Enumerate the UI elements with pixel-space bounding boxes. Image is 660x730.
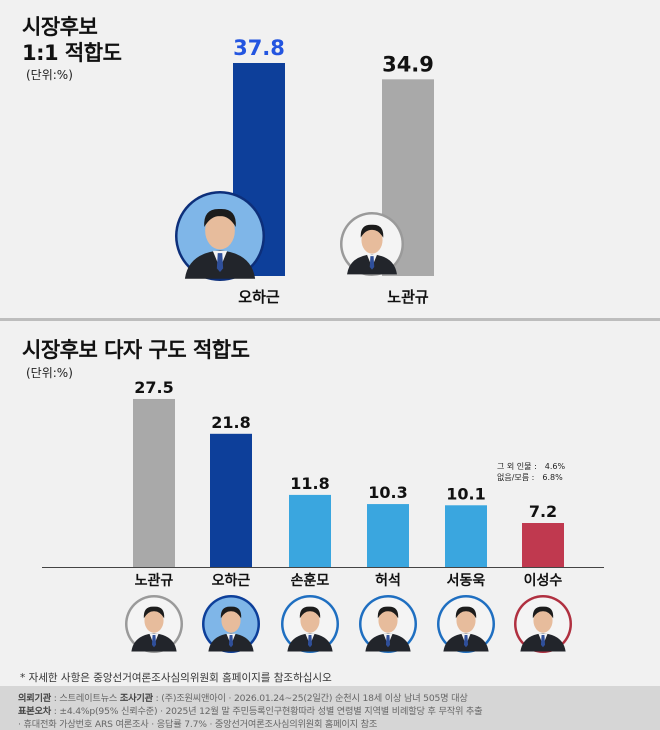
other-responses-note: 그 외 인물 : 4.6% 없음/모름 : 6.8% bbox=[497, 461, 565, 483]
chart2-unit: (단위:%) bbox=[26, 366, 73, 380]
avatar-chart2-4-face bbox=[378, 608, 398, 633]
footer-line-2: 표본오차 : ±4.4%p(95% 신뢰수준) · 2025년 12월 말 주민… bbox=[18, 703, 483, 717]
footer-period: · 2026.01.24~25(2일간) 순천시 18세 이상 남녀 505명 … bbox=[228, 693, 468, 704]
avatar-chart2-5 bbox=[437, 595, 495, 653]
chart1-title-line2: 1:1 적합도 bbox=[22, 41, 122, 65]
chart1-data-label: 37.8 bbox=[233, 36, 285, 60]
footer-client-label: 의뢰기관 bbox=[18, 693, 52, 704]
chart1-category-label: 오하근 bbox=[238, 288, 280, 306]
footer-response-rate: · 응답률 7.7% bbox=[151, 719, 207, 730]
other-row-2: 없음/모름 : 6.8% bbox=[497, 472, 565, 483]
chart2-data-label: 10.3 bbox=[368, 483, 407, 502]
chart1-category-label: 노관규 bbox=[387, 288, 429, 306]
chart1-title-line1: 시장후보 bbox=[22, 15, 98, 39]
footer-error-label: 표본오차 bbox=[18, 706, 52, 717]
footer-reference: · 중앙선거여론조사심의위원회 홈페이지 참조 bbox=[209, 719, 378, 730]
avatar-chart2-5-tie bbox=[463, 635, 469, 648]
avatar-chart2-3-tie bbox=[307, 635, 313, 648]
avatar-ohagun-large-hair bbox=[204, 208, 236, 227]
footer-error-value: : ±4.4%p(95% 신뢰수준) bbox=[53, 706, 158, 717]
avatar-chart2-6-tie bbox=[540, 635, 546, 648]
chart2-title: 시장후보 다자 구도 적합도 bbox=[22, 338, 250, 362]
avatar-chart2-1-tie bbox=[151, 635, 157, 648]
avatar-chart2-4-hair bbox=[377, 606, 399, 619]
avatar-nogwangyu-large-hair bbox=[360, 224, 384, 238]
avatar-chart2-2 bbox=[202, 595, 260, 653]
chart1-unit: (단위:%) bbox=[26, 68, 73, 82]
other-label-2: 없음/모름 : bbox=[497, 473, 535, 482]
footer-client-value: : 스트레이트뉴스 bbox=[53, 693, 118, 704]
footer-sampling: · 2025년 12월 말 주민등록인구현황따라 성별 연령별 지역별 비례할당… bbox=[160, 706, 483, 717]
avatar-chart2-2-face bbox=[221, 608, 241, 633]
footer-method: · 휴대전화 가상번호 ARS 여론조사 bbox=[18, 719, 149, 730]
chart2-bar bbox=[522, 523, 564, 567]
chart1-panel: 시장후보 1:1 적합도 (단위:%) bbox=[0, 0, 660, 318]
avatar-chart2-3-face bbox=[300, 608, 320, 633]
avatar-ohagun-large bbox=[175, 191, 265, 281]
other-value-1: 4.6% bbox=[544, 462, 566, 471]
chart2-category-label: 노관규 bbox=[135, 572, 174, 589]
avatar-chart2-6-face bbox=[533, 608, 553, 633]
chart2-data-label: 10.1 bbox=[446, 484, 485, 503]
avatar-chart2-4-tie bbox=[385, 635, 391, 648]
chart1-title: 시장후보 1:1 적합도 bbox=[22, 14, 122, 66]
avatar-chart2-3-hair bbox=[299, 606, 321, 619]
avatar-chart2-1-face bbox=[144, 608, 164, 633]
avatar-ohagun-large-face bbox=[205, 211, 235, 250]
chart2-category-label: 손훈모 bbox=[291, 572, 330, 589]
chart2-bar bbox=[289, 494, 331, 567]
footer-agency-value: : (주)조원씨앤아이 bbox=[155, 693, 226, 704]
charts-svg: 37.8 오하근 34.9 노관규 27.5 노관규 21.8 오하근 11.8 손훈모 10.3 허… bbox=[42, 36, 604, 653]
section-divider bbox=[0, 318, 660, 321]
footnote: * 자세한 사항은 중앙선거여론조사심의위원회 홈페이지를 참조하십시오 bbox=[20, 672, 332, 684]
chart2-data-label: 27.5 bbox=[134, 378, 173, 397]
avatar-nogwangyu-large bbox=[340, 212, 404, 276]
avatar-chart2-4 bbox=[359, 595, 417, 653]
avatar-chart2-2-hair bbox=[220, 606, 242, 619]
other-label-1: 그 외 인물 : bbox=[497, 462, 537, 471]
chart2-category-label: 오하근 bbox=[212, 572, 251, 589]
chart1-data-label: 34.9 bbox=[382, 52, 434, 76]
chart2-bar bbox=[133, 398, 175, 567]
footer-line-3: · 휴대전화 가상번호 ARS 여론조사 · 응답률 7.7% · 중앙선거여론… bbox=[18, 716, 377, 730]
avatar-ohagun-large-tie bbox=[216, 253, 224, 272]
avatar-chart2-6-hair bbox=[532, 606, 554, 619]
chart2-bar bbox=[367, 504, 409, 567]
chart2-data-label: 7.2 bbox=[529, 502, 557, 521]
chart2-bar bbox=[445, 505, 487, 567]
chart2-data-label: 21.8 bbox=[211, 413, 250, 432]
avatar-chart2-5-face bbox=[456, 608, 476, 633]
avatar-chart2-6 bbox=[514, 595, 572, 653]
avatar-nogwangyu-large-tie bbox=[369, 256, 375, 270]
avatar-chart2-1 bbox=[125, 595, 183, 653]
avatar-chart2-1-hair bbox=[143, 606, 165, 619]
avatar-chart2-5-hair bbox=[455, 606, 477, 619]
avatar-chart2-2-tie bbox=[228, 635, 234, 648]
footer-line-1: 의뢰기관 : 스트레이트뉴스 조사기관 : (주)조원씨앤아이 · 2026.0… bbox=[18, 690, 468, 704]
other-value-2: 6.8% bbox=[542, 473, 563, 482]
avatar-nogwangyu-large-face bbox=[361, 226, 383, 254]
footer-agency-label: 조사기관 bbox=[119, 693, 153, 704]
other-row-1: 그 외 인물 : 4.6% bbox=[497, 461, 565, 472]
chart2-bar bbox=[210, 433, 252, 567]
chart2-category-label: 이성수 bbox=[524, 572, 563, 589]
chart2-category-label: 서동욱 bbox=[447, 573, 486, 589]
chart2-category-label: 허석 bbox=[375, 572, 401, 589]
avatar-chart2-3 bbox=[281, 595, 339, 653]
chart2-data-label: 11.8 bbox=[290, 474, 329, 493]
survey-footer: 의뢰기관 : 스트레이트뉴스 조사기관 : (주)조원씨앤아이 · 2026.0… bbox=[0, 686, 660, 730]
